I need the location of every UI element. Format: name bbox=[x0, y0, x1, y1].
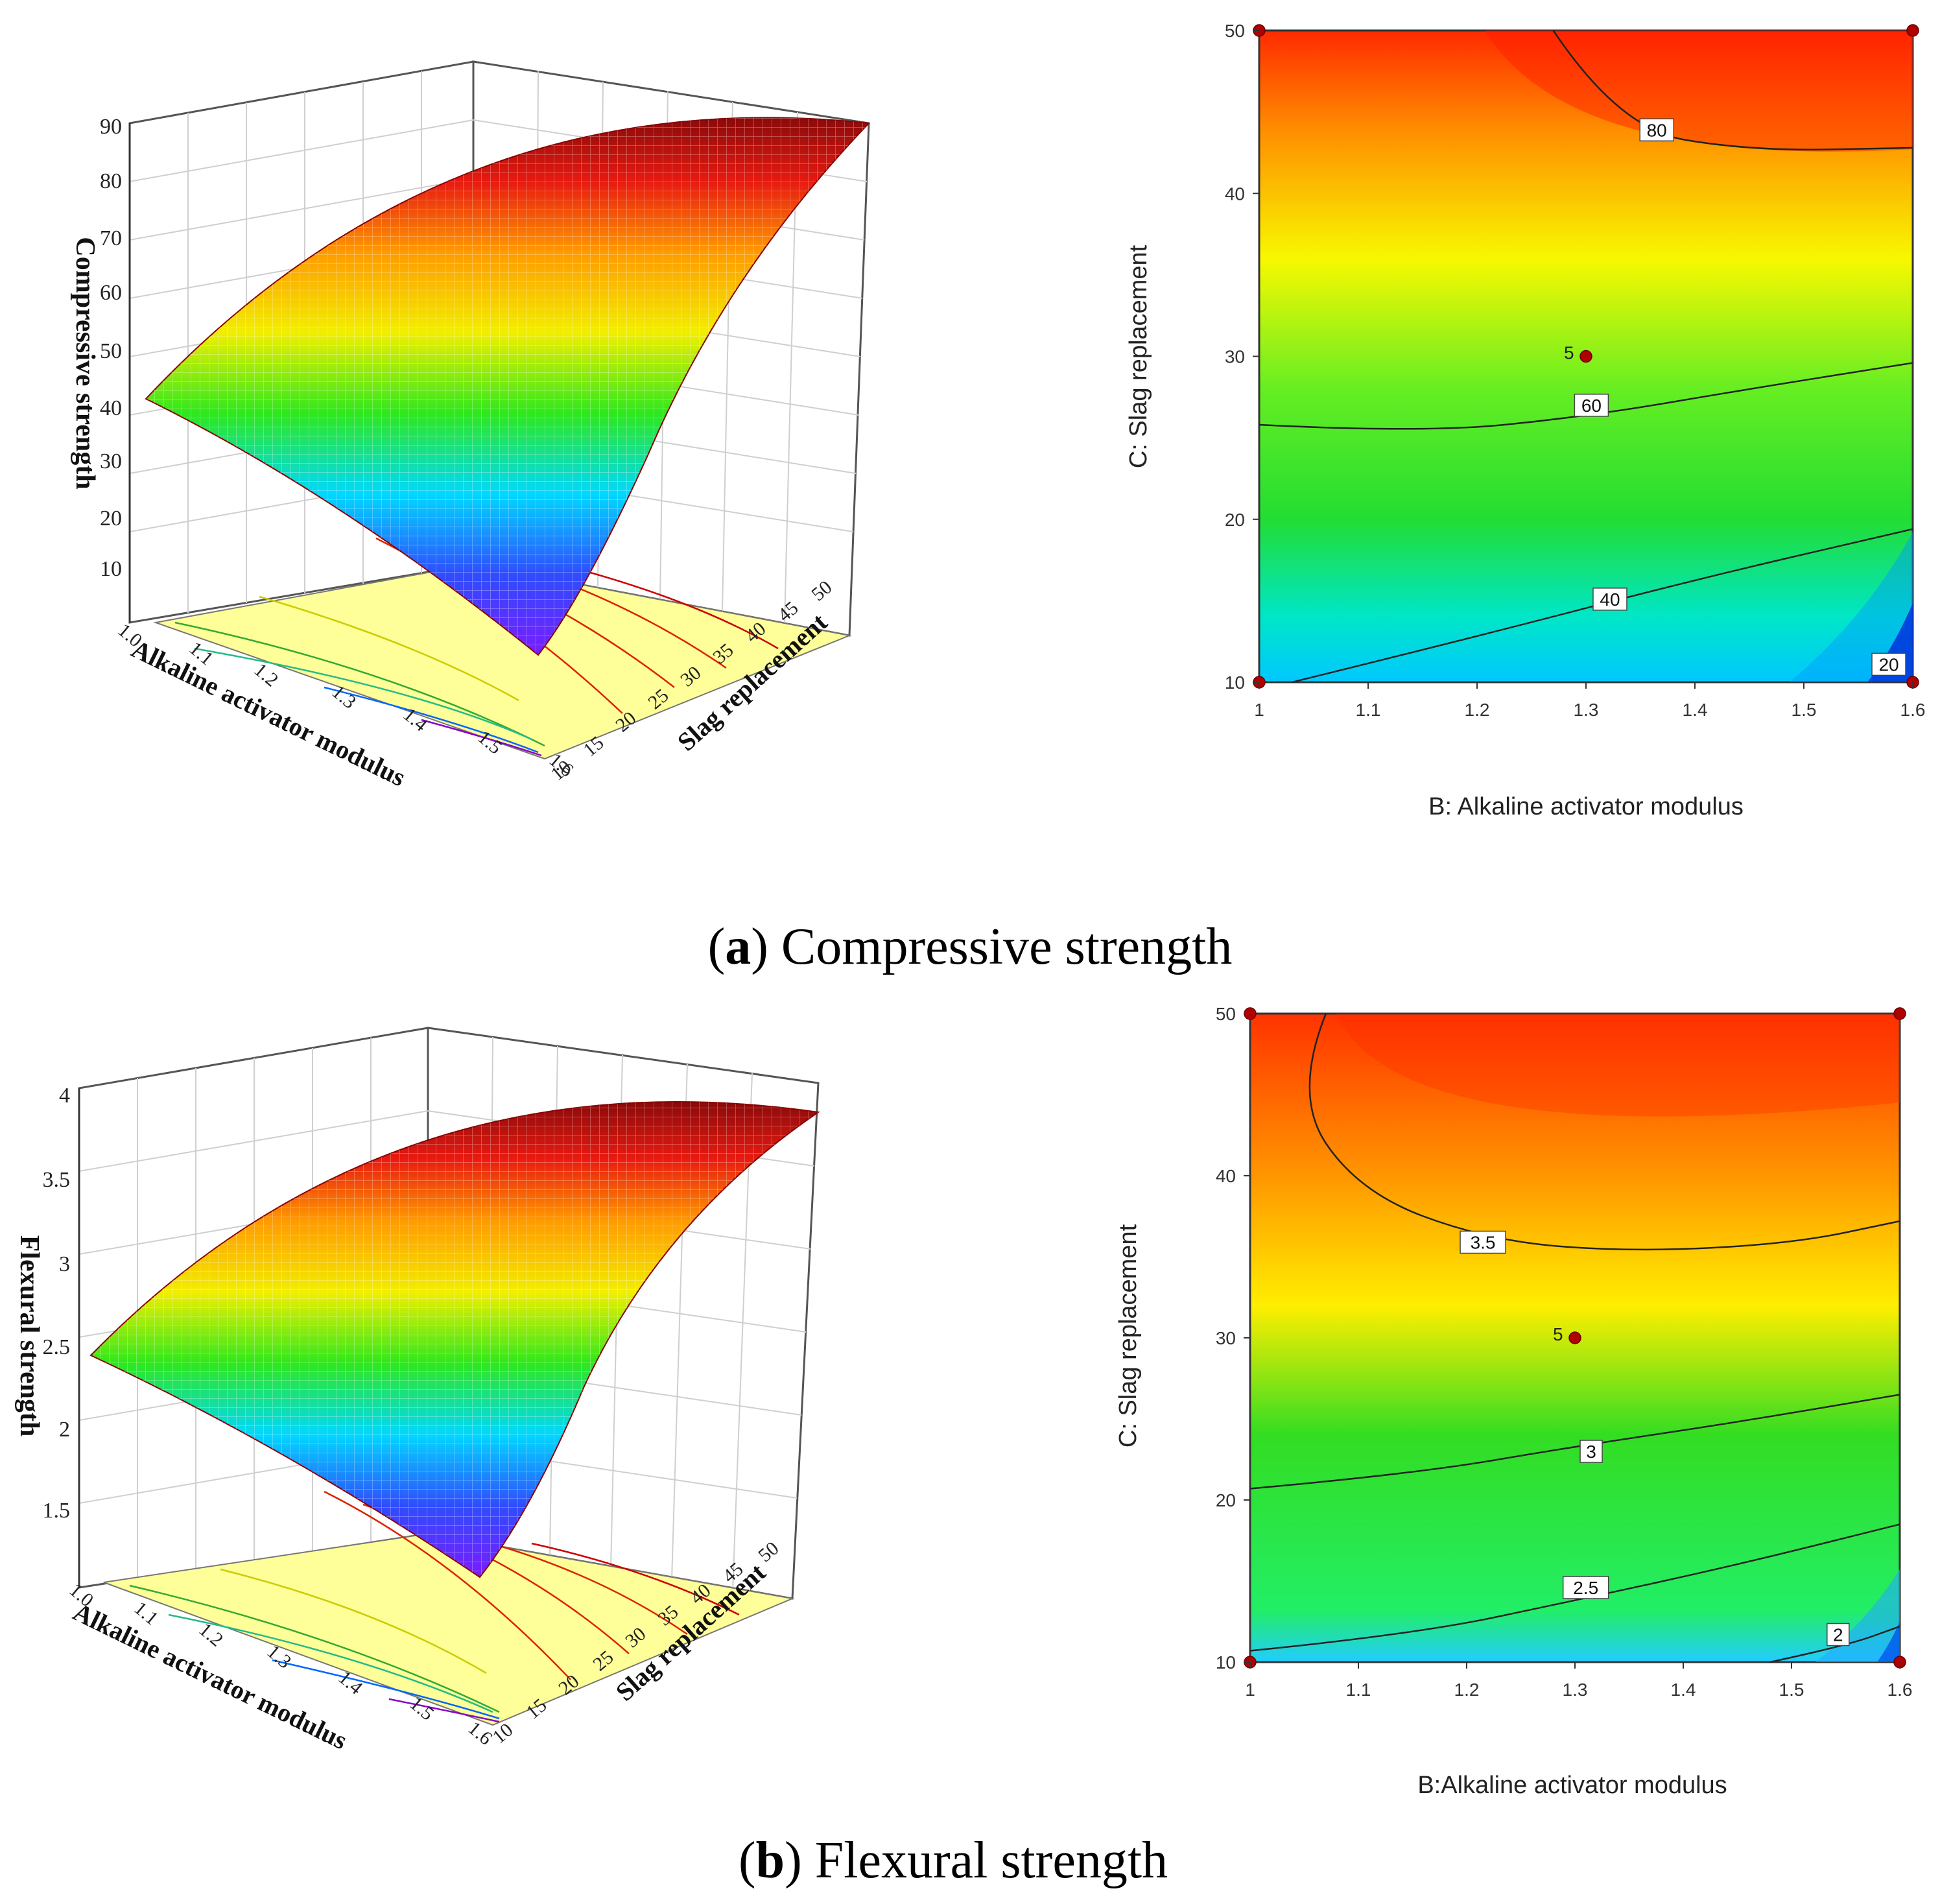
z-tick: 3.5 bbox=[43, 1168, 71, 1192]
z-tick: 60 bbox=[100, 281, 122, 305]
z-tick: 90 bbox=[100, 115, 122, 139]
surface-plot-flexural: 1.5 2 2.5 3 3.5 4 Flexural strength 1.0 … bbox=[14, 1027, 820, 1755]
contour-label-box bbox=[1827, 1623, 1850, 1647]
y-tick: 30 bbox=[1225, 347, 1245, 367]
y-ticks: 10 20 30 40 50 bbox=[1225, 21, 1259, 693]
y-tick: 20 bbox=[1216, 1490, 1236, 1510]
z-tick: 30 bbox=[100, 449, 122, 473]
x-tick: 1.5 bbox=[1792, 700, 1817, 720]
z-axis-label: Flexural strength bbox=[14, 1235, 44, 1437]
surface-plot-compressive: 10 20 30 40 50 60 70 80 90 Compressive s… bbox=[70, 60, 871, 792]
z-tick: 80 bbox=[100, 169, 122, 193]
x-axis-label: B: Alkaline activator modulus bbox=[1428, 793, 1744, 820]
x-tick: 1.6 bbox=[1887, 1680, 1913, 1700]
z-axis-label: Compressive strength bbox=[70, 237, 100, 489]
contour-label: 3 bbox=[1586, 1442, 1596, 1462]
contour-label-box bbox=[1592, 588, 1627, 611]
x-axis-label: B:Alkaline activator modulus bbox=[1417, 1772, 1727, 1799]
design-point bbox=[1893, 1007, 1906, 1020]
design-point bbox=[1568, 1331, 1581, 1344]
contour-label: 60 bbox=[1581, 396, 1602, 416]
y-tick: 40 bbox=[1225, 184, 1245, 204]
y-tick: 30 bbox=[1216, 1328, 1236, 1348]
contour-plot-compressive: 80 60 40 20 5 1 1.1 1.2 1.3 1.4 1.5 1.6 10 20 30 40 5… bbox=[1125, 21, 1925, 820]
x-tick: 1.4 bbox=[1671, 1680, 1696, 1700]
y-tick: 10 bbox=[1225, 672, 1245, 693]
contour-label: 20 bbox=[1878, 654, 1899, 674]
y-tick: 50 bbox=[1216, 1004, 1236, 1024]
contour-label: 2 bbox=[1833, 1625, 1843, 1645]
y-tick: 10 bbox=[1216, 1652, 1236, 1672]
contour-plot-flexural: 3.5 3 2.5 2 5 1 1.1 1.2 1.3 1.4 1.5 1.6 10 20 30 40 5… bbox=[1115, 1004, 1912, 1799]
center-point-label: 5 bbox=[1553, 1324, 1563, 1344]
caption-b: (b) Flexural strength bbox=[739, 1832, 1168, 1889]
y-axis-label: C: Slag replacement bbox=[1115, 1224, 1142, 1447]
contour-label-box bbox=[1639, 118, 1674, 142]
floor-projection bbox=[103, 1532, 795, 1726]
y-tick: 40 bbox=[1216, 1166, 1236, 1186]
z-tick: 70 bbox=[100, 226, 122, 250]
x-tick: 1.6 bbox=[1900, 700, 1926, 720]
y-axis-label: C: Slag replacement bbox=[1125, 244, 1152, 468]
contour-line bbox=[1249, 1394, 1900, 1490]
contour-line bbox=[1769, 1625, 1900, 1663]
contour-line bbox=[1249, 1523, 1900, 1652]
y-ticks: 10 20 30 40 50 bbox=[1216, 1004, 1250, 1672]
x-tick: 1 bbox=[1254, 700, 1264, 720]
contour-label: 2.5 bbox=[1573, 1578, 1598, 1598]
x-tick: 1.2 bbox=[1454, 1680, 1480, 1700]
surface-mesh bbox=[91, 1102, 818, 1577]
x-ticks: 1 1.1 1.2 1.3 1.4 1.5 1.6 bbox=[1245, 1662, 1912, 1700]
contour-labels: 3.5 3 2.5 2 bbox=[1460, 1230, 1850, 1647]
contour-label: 80 bbox=[1647, 120, 1667, 140]
x-tick: 1.3 bbox=[1563, 1680, 1588, 1700]
contour-label-box bbox=[1574, 394, 1609, 417]
design-point bbox=[1579, 350, 1592, 363]
contour-label-box bbox=[1460, 1230, 1506, 1254]
caption-a: (a) Compressive strength bbox=[708, 918, 1233, 975]
contour-label-box bbox=[1871, 652, 1906, 676]
z-tick: 4 bbox=[59, 1084, 70, 1108]
contour-label-box bbox=[1562, 1576, 1609, 1599]
z-tick: 1.5 bbox=[43, 1499, 71, 1523]
center-point-label: 5 bbox=[1564, 343, 1574, 363]
design-point bbox=[1906, 24, 1919, 37]
x-tick: 1.3 bbox=[1574, 700, 1599, 720]
z-tick: 10 bbox=[100, 557, 122, 581]
x-tick: 1.1 bbox=[1346, 1680, 1371, 1700]
z-tick: 3 bbox=[59, 1252, 70, 1276]
floor-projection bbox=[153, 563, 852, 760]
contour-lines bbox=[1259, 30, 1913, 684]
x-tick: 1.5 bbox=[1779, 1680, 1804, 1700]
contour-labels: 80 60 40 20 bbox=[1574, 118, 1906, 676]
y-tick: 20 bbox=[1225, 510, 1245, 530]
x-tick: 1.1 bbox=[1356, 700, 1381, 720]
z-tick: 50 bbox=[100, 339, 122, 363]
x-ticks: 1 1.1 1.2 1.3 1.4 1.5 1.6 bbox=[1254, 682, 1925, 720]
contour-line bbox=[1552, 30, 1913, 150]
contour-line bbox=[1259, 362, 1913, 430]
contour-line bbox=[1292, 528, 1913, 684]
z-tick: 40 bbox=[100, 396, 122, 420]
x-tick: 1 bbox=[1245, 1680, 1255, 1700]
z-tick: 2.5 bbox=[43, 1335, 71, 1359]
contour-label: 40 bbox=[1600, 589, 1620, 610]
x-tick: 1.2 bbox=[1465, 700, 1490, 720]
x-tick: 1.4 bbox=[1683, 700, 1708, 720]
z-tick: 20 bbox=[100, 506, 122, 530]
contour-label: 3.5 bbox=[1471, 1233, 1496, 1253]
surface-mesh bbox=[146, 117, 869, 656]
contour-label-box bbox=[1579, 1440, 1603, 1463]
y-tick: 50 bbox=[1225, 21, 1245, 41]
z-tick: 2 bbox=[59, 1418, 70, 1442]
